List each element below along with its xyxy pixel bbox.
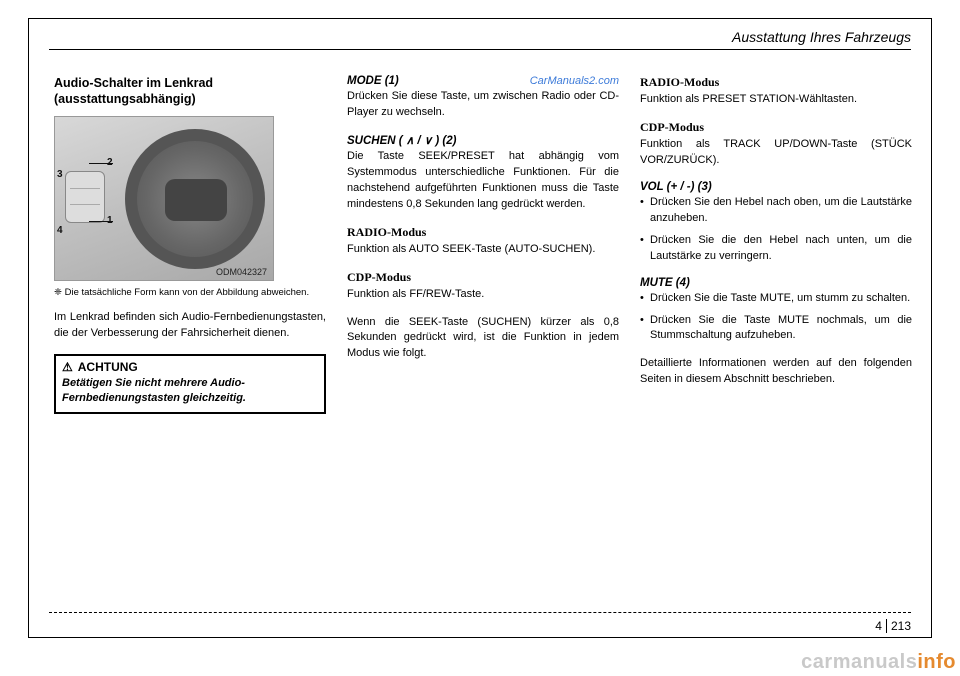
caution-box: ⚠ ACHTUNG Betätigen Sie nicht mehrere Au…	[54, 354, 326, 414]
vol-list: Drücken Sie den Hebel nach oben, um die …	[640, 195, 912, 265]
mute-head: MUTE (4)	[640, 277, 912, 289]
figure-note: ❈ Die tatsächliche Form kann von der Abb…	[54, 287, 326, 299]
radio-body-2: Funktion als PRESET STATION-Wähltasten.	[640, 92, 912, 108]
column-3: RADIO-Modus Funktion als PRESET STATION-…	[640, 75, 912, 400]
caution-head: ⚠ ACHTUNG	[62, 360, 318, 374]
running-head: Ausstattung Ihres Fahrzeugs	[732, 29, 911, 45]
section-title-line2: (ausstattungsabhängig)	[54, 92, 196, 106]
cdp-head-2: CDP-Modus	[640, 120, 912, 135]
mode-body: Drücken Sie diese Taste, um zwischen Rad…	[347, 89, 619, 121]
figure-caption: ODM042327	[216, 267, 267, 277]
intro-text: Im Lenkrad befinden sich Audio-Fernbedie…	[54, 310, 326, 342]
radio-head: RADIO-Modus	[347, 225, 619, 240]
suchen-body: Die Taste SEEK/PRESET hat abhängig vom S…	[347, 149, 619, 213]
column-2: MODE (1) CarManuals2.com Drücken Sie die…	[347, 75, 619, 374]
radio-head-2: RADIO-Modus	[640, 75, 912, 90]
brand-link: CarManuals2.com	[530, 75, 619, 87]
column-1: Audio-Schalter im Lenkrad (ausstattungsa…	[54, 75, 326, 414]
callout-3: 3	[57, 169, 63, 180]
wheel-hub	[165, 179, 227, 221]
mode-head-text: MODE (1)	[347, 75, 399, 87]
chapter-number: 4	[875, 619, 887, 633]
watermark-b: info	[917, 651, 956, 673]
warning-icon: ⚠	[62, 360, 73, 374]
watermark-a: carmanuals	[801, 651, 917, 673]
seek-note: Wenn die SEEK-Taste (SUCHEN) kürzer als …	[347, 315, 619, 363]
steering-wheel-figure: 1 2 3 4 ODM042327	[54, 116, 274, 281]
outro-text: Detaillierte Informationen werden auf de…	[640, 356, 912, 388]
section-title-line1: Audio-Schalter im Lenkrad	[54, 76, 213, 90]
list-item: Drücken Sie die den Hebel nach unten, um…	[640, 233, 912, 265]
vol-head: VOL (+ / -) (3)	[640, 181, 912, 193]
caution-label: ACHTUNG	[78, 360, 138, 374]
control-cluster	[65, 171, 105, 223]
cdp-body-2: Funktion als TRACK UP/DOWN-Taste (STÜCK …	[640, 137, 912, 169]
page-frame: Ausstattung Ihres Fahrzeugs Audio-Schalt…	[28, 18, 932, 638]
mute-list: Drücken Sie die Taste MUTE, um stumm zu …	[640, 291, 912, 345]
watermark: carmanualsinfo	[801, 651, 956, 674]
leader-line	[89, 163, 113, 164]
cdp-head: CDP-Modus	[347, 270, 619, 285]
footer-rule	[49, 612, 911, 613]
suchen-head: SUCHEN ( ∧ / ∨ ) (2)	[347, 133, 619, 147]
page-number: 4 213	[875, 619, 911, 633]
cdp-body: Funktion als FF/REW-Taste.	[347, 287, 619, 303]
header-rule	[49, 49, 911, 50]
list-item: Drücken Sie den Hebel nach oben, um die …	[640, 195, 912, 227]
list-item: Drücken Sie die Taste MUTE, um stumm zu …	[640, 291, 912, 307]
radio-body: Funktion als AUTO SEEK-Taste (AUTO-SUCHE…	[347, 242, 619, 258]
caution-body: Betätigen Sie nicht mehrere Audio-Fernbe…	[62, 376, 318, 406]
section-title: Audio-Schalter im Lenkrad (ausstattungsa…	[54, 75, 326, 108]
leader-line	[89, 221, 113, 222]
list-item: Drücken Sie die Taste MUTE nochmals, um …	[640, 313, 912, 345]
page-number-value: 213	[891, 619, 911, 633]
mode-head: MODE (1) CarManuals2.com	[347, 75, 619, 87]
callout-4: 4	[57, 225, 63, 236]
